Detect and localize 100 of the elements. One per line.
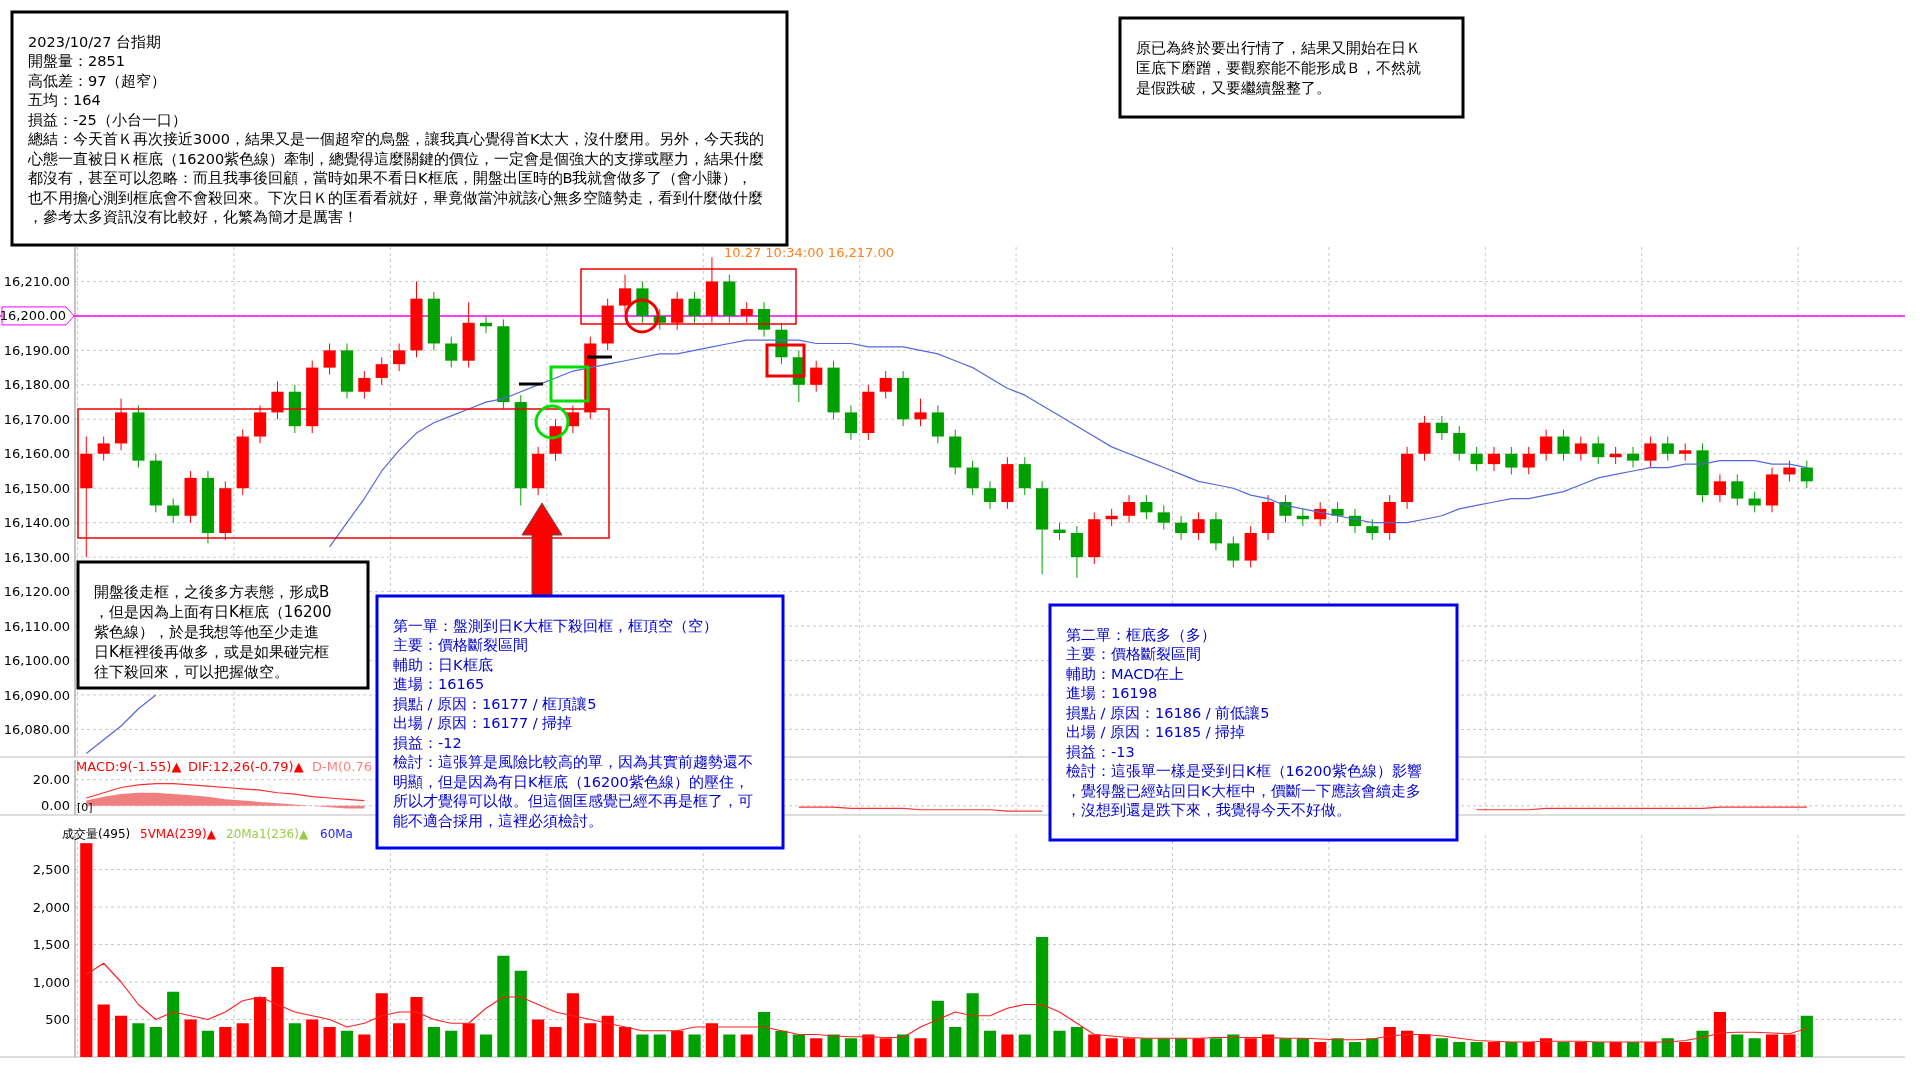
- bar: [1592, 1042, 1605, 1057]
- bar: [340, 1030, 354, 1057]
- annotation: 開盤後走框，之後多方表態，形成B，但是因為上面有日K框底（16200紫色線），於是我想等他至少走進日K框裡後再做多，或是如果碰完框往下殺回來，可以把握做空。: [94, 583, 332, 681]
- bar: [1418, 1034, 1431, 1057]
- y-tick-label: 16,170.00: [3, 411, 70, 427]
- text: 損益：-25（小台一口）: [28, 111, 187, 128]
- candlestick: [1366, 518, 1379, 541]
- annotation: MACD:9(-1.55)▲: [76, 759, 182, 774]
- bar: [271, 967, 284, 1057]
- candlestick: [1157, 504, 1170, 531]
- candlestick: [914, 398, 927, 427]
- annotation: 成交量(495): [62, 827, 131, 841]
- y-tick-label: 16,100.00: [3, 653, 70, 669]
- y-tick-label: 16,090.00: [3, 687, 70, 703]
- bar: [1261, 1034, 1275, 1057]
- y-tick-label: 16,160.00: [3, 446, 70, 462]
- bar: [636, 1034, 649, 1057]
- candlestick: [1175, 515, 1188, 541]
- candlestick: [1592, 436, 1605, 465]
- y-tick-label: 16,150.00: [3, 480, 70, 496]
- bar: [1626, 1042, 1640, 1057]
- bar: [1140, 1038, 1153, 1057]
- annotation: 第二單：框底多（多）: [1066, 626, 1216, 643]
- y-tick-label: 1,500: [32, 937, 70, 953]
- bar: [167, 991, 180, 1057]
- bar: [479, 1034, 493, 1057]
- bar: [827, 1034, 840, 1057]
- bar: [1783, 1034, 1796, 1057]
- annotation: 主要：價格斷裂區間: [1066, 646, 1201, 662]
- bar: [1609, 1042, 1622, 1057]
- candlestick: [1279, 494, 1292, 524]
- bar: [1366, 1038, 1379, 1057]
- bar: [1088, 1034, 1101, 1057]
- bar: [1314, 1042, 1327, 1057]
- candlestick: [1574, 436, 1587, 462]
- y-tick-label: 500: [45, 1012, 70, 1028]
- bar: [532, 1019, 545, 1057]
- candlestick: [445, 336, 458, 369]
- y-tick-label: 2,500: [32, 862, 70, 878]
- candlestick: [1557, 429, 1570, 462]
- candlestick: [1713, 473, 1726, 503]
- bar: [1435, 1038, 1448, 1057]
- candlestick: [757, 301, 771, 338]
- candlestick: [358, 370, 371, 400]
- bar: [1175, 1038, 1188, 1057]
- bar: [132, 1023, 145, 1057]
- candlestick: [323, 342, 336, 375]
- bar: [393, 1023, 406, 1057]
- annotation: 損點 / 原因：16186 / 前低讓5: [1066, 704, 1270, 721]
- bar: [549, 1027, 562, 1057]
- candlestick: [1522, 446, 1535, 475]
- candlestick: [1453, 425, 1466, 462]
- bar: [1036, 937, 1049, 1057]
- candlestick: [1435, 415, 1448, 441]
- annotation: 60Ma: [320, 827, 353, 841]
- bar: [1227, 1034, 1240, 1057]
- bar: [1348, 1042, 1362, 1057]
- bar: [358, 1034, 371, 1057]
- text: 五均：164: [28, 92, 101, 108]
- annotation: 出場 / 原因：16177 / 掃掉: [393, 715, 573, 731]
- candlestick: [271, 380, 284, 420]
- bar: [1644, 1042, 1657, 1057]
- bar: [1487, 1042, 1501, 1057]
- candlestick: [1487, 446, 1501, 472]
- bar: [1122, 1038, 1136, 1057]
- bar: [427, 1027, 440, 1057]
- annotation: 進場：16165: [393, 676, 485, 692]
- candlestick: [1192, 511, 1205, 541]
- annotation: 主要：價格斷裂區間: [393, 637, 528, 653]
- bar: [1522, 1042, 1535, 1057]
- annotation: 出場 / 原因：16185 / 掃掉: [1066, 724, 1246, 740]
- bar: [949, 1027, 962, 1057]
- bar: [254, 997, 267, 1057]
- candlestick: [97, 436, 110, 462]
- y-tick-label: 2,000: [32, 899, 70, 915]
- annotation: 進場：16198: [1066, 685, 1158, 701]
- y-tick-label: 16,130.00: [3, 549, 70, 565]
- bar: [810, 1038, 823, 1057]
- bar: [1696, 1030, 1709, 1057]
- bar: [1070, 1027, 1083, 1057]
- bar: [288, 1023, 301, 1057]
- bar: [497, 955, 510, 1057]
- candlestick: [393, 342, 406, 372]
- bar: [723, 1034, 736, 1057]
- candlestick: [983, 480, 997, 510]
- y-tick-label: 0.00: [41, 798, 70, 814]
- bar: [219, 1027, 232, 1057]
- candlestick: [1140, 494, 1153, 520]
- bar: [1192, 1038, 1205, 1057]
- text: 2023/10/27 台指期: [28, 33, 162, 50]
- candlestick: [618, 274, 632, 313]
- bar: [445, 1030, 458, 1057]
- candlestick: [1783, 460, 1796, 482]
- text: 總結：今天首Ｋ再次接近3000，結果又是一個超窄的烏盤，讓我真心覺得首K太大，沒什麼用。另外，今天我的心態一直被日Ｋ框底（16200紫色線）牽制，總覺得這麼關鍵的價位，一定會是個強大的支撐或壓力，結果什麼都沒有，甚至可以忽略：而且我事後回顧，當時如果不看日K框底，開盤出匡時的B我就會做多了（會小賺），也不用擔心測到框底會不會殺回來。下次日Ｋ的匡看看就好，畢竟做當沖就該心無多空隨勢走，看到什麼做什麼，參考太多資訊沒有比較好，化繁為簡才是厲害！: [27, 131, 765, 225]
- bar: [653, 1034, 666, 1057]
- candlestick: [1540, 429, 1553, 462]
- candlestick: [740, 301, 753, 324]
- annotation: 檢討：這張算是風險比較高的單，因為其實前趨勢還不明顯，但是因為有日K框底（16200紫色線）的壓住，所以才覺得可以做。但這個匡感覺已經不再是框了，可能不適合採用，這裡必須檢討。: [393, 754, 753, 829]
- y-tick-label: 20.00: [32, 772, 70, 788]
- candlestick: [1470, 446, 1483, 472]
